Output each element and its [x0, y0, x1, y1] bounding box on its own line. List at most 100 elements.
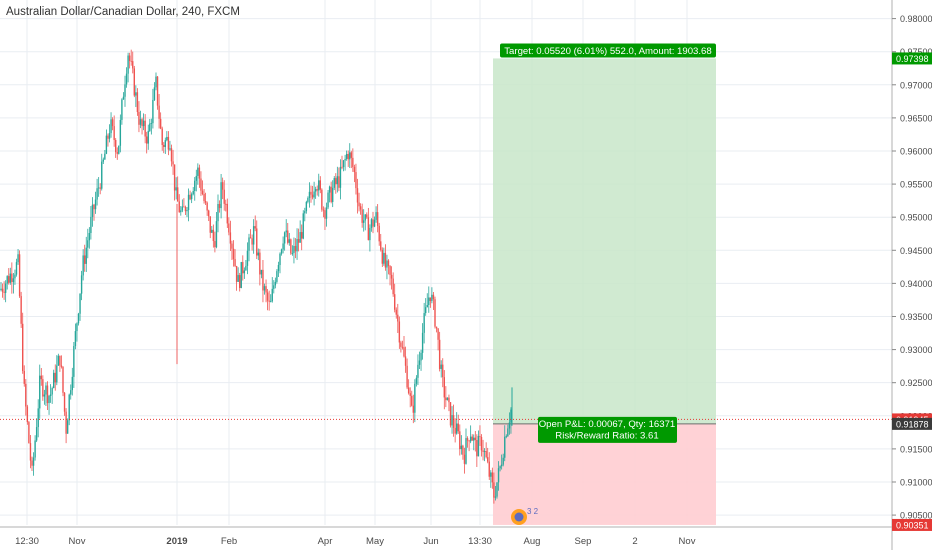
- candle-body: [437, 328, 439, 340]
- candle-body: [218, 204, 221, 209]
- candle-body: [449, 402, 452, 426]
- candle-body: [63, 392, 66, 412]
- candle-body: [105, 135, 108, 154]
- candle-body: [221, 182, 224, 190]
- candle-body: [158, 105, 160, 119]
- entry-price-badge-bg: [892, 417, 932, 430]
- candle-body: [56, 365, 58, 383]
- candle-body: [480, 437, 483, 451]
- candle-body: [499, 466, 501, 469]
- candle-body: [257, 252, 259, 256]
- candle-body: [167, 136, 170, 150]
- candle-body: [363, 220, 365, 223]
- candle-body: [311, 194, 314, 198]
- candle-body: [356, 188, 359, 203]
- candle-body: [420, 352, 422, 361]
- candle-body: [88, 233, 91, 241]
- candle-body: [296, 239, 298, 252]
- candle-body: [274, 281, 277, 286]
- candle-body: [203, 194, 205, 201]
- candle-body: [426, 304, 428, 308]
- candle-body: [280, 249, 283, 254]
- candle-body: [85, 247, 87, 264]
- candle-body: [462, 445, 464, 455]
- candle-body: [314, 189, 317, 192]
- candle-body: [209, 216, 211, 233]
- candle-body: [217, 204, 219, 222]
- candle-body: [344, 158, 346, 161]
- candle-body: [494, 496, 497, 498]
- stop-price-badge: 0.90351: [896, 520, 929, 530]
- candle-body: [418, 360, 421, 365]
- candle-body: [60, 365, 63, 367]
- candle-body: [259, 252, 261, 275]
- candle-body: [74, 331, 77, 347]
- event-marker[interactable]: 3 2: [511, 507, 539, 525]
- candle-body: [192, 190, 194, 195]
- candle-body: [305, 201, 308, 212]
- candle-body: [77, 313, 80, 324]
- candle-body: [328, 186, 331, 193]
- candle-body: [425, 307, 427, 314]
- candle-body: [94, 199, 97, 210]
- candle-body: [51, 388, 53, 395]
- candle-body: [355, 172, 357, 189]
- time-tick-label: May: [366, 536, 384, 547]
- candle-body: [302, 213, 304, 239]
- candle-body: [483, 450, 486, 452]
- candle-body: [163, 144, 165, 147]
- candle-body: [6, 276, 8, 284]
- candle-body: [164, 140, 166, 147]
- candle-body: [304, 211, 306, 214]
- price-tick-label: 0.97000: [900, 80, 932, 90]
- candle-body: [108, 133, 111, 139]
- candle-body: [70, 390, 72, 395]
- candle-body: [229, 232, 232, 244]
- candle-body: [195, 175, 197, 181]
- candle-body: [505, 436, 507, 437]
- candle-body: [401, 346, 404, 348]
- candle-body: [390, 274, 393, 279]
- candle-body: [260, 269, 263, 275]
- candle-body: [225, 203, 227, 205]
- candle-body: [429, 297, 432, 301]
- candle-body: [313, 191, 315, 198]
- candle-body: [156, 76, 159, 106]
- candle-body: [297, 239, 300, 243]
- candle-body: [488, 461, 490, 477]
- candle-body: [508, 422, 511, 429]
- target-zone[interactable]: [493, 58, 716, 424]
- candle-body: [49, 394, 52, 396]
- candle-body: [256, 228, 258, 256]
- candle-body: [101, 161, 103, 189]
- time-axis[interactable]: 12:30 Nov 2019 Feb Apr May Jun 13:30 Aug Sep 2 Nov: [0, 526, 892, 547]
- candle-body: [99, 187, 101, 189]
- candle-body: [73, 346, 75, 377]
- price-tick-label: 0.96000: [900, 146, 932, 156]
- candle-body: [15, 262, 18, 275]
- candle-body: [412, 405, 414, 413]
- price-axis[interactable]: 0.98000 0.97500 0.97000 0.96500 0.96000 0.955…: [891, 0, 932, 550]
- time-tick-label: Aug: [524, 536, 541, 547]
- candle-body: [438, 339, 441, 369]
- candle-body: [456, 423, 458, 434]
- candle-body: [181, 206, 184, 211]
- candle-body: [91, 204, 94, 217]
- candle-body: [349, 152, 351, 160]
- candle-body: [177, 187, 179, 202]
- candle-body: [384, 252, 387, 268]
- candle-body: [84, 255, 86, 264]
- candle-body: [380, 241, 382, 250]
- price-tick-label: 0.91500: [900, 444, 932, 454]
- candle-body: [443, 377, 445, 398]
- candle-body: [17, 254, 19, 263]
- candle-body: [12, 278, 15, 283]
- candle-body: [361, 209, 363, 223]
- candle-body: [341, 166, 343, 168]
- candle-body: [333, 178, 335, 188]
- candle-body: [80, 275, 83, 294]
- position-zones[interactable]: [493, 58, 716, 525]
- candle-body: [239, 275, 241, 288]
- candle-body: [243, 270, 246, 274]
